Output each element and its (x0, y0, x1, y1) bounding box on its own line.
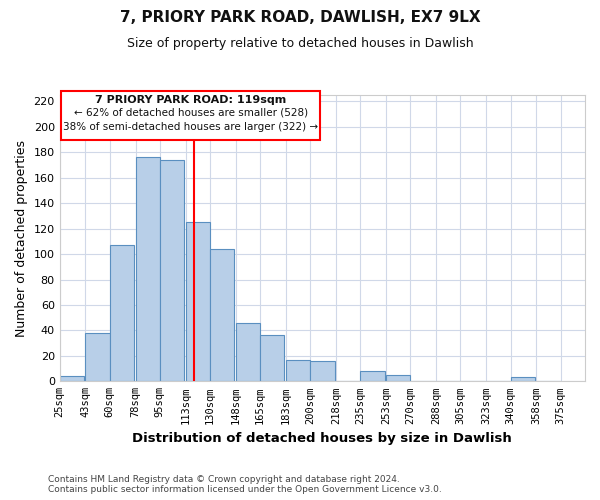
Bar (360, 371, 385, 382)
Bar (210, 249, 235, 382)
Bar (110, 245, 134, 382)
Text: Contains public sector information licensed under the Open Government Licence v3: Contains public sector information licen… (48, 485, 442, 494)
Bar (286, 360, 310, 382)
X-axis label: Distribution of detached houses by size in Dawlish: Distribution of detached houses by size … (133, 432, 512, 445)
Text: Contains HM Land Registry data © Crown copyright and database right 2024.: Contains HM Land Registry data © Crown c… (48, 475, 400, 484)
Bar (386, 375, 410, 382)
Bar (260, 336, 284, 382)
Bar (59, 376, 84, 382)
Bar (310, 361, 335, 382)
Text: ← 62% of detached houses are smaller (528): ← 62% of detached houses are smaller (52… (74, 108, 308, 118)
Y-axis label: Number of detached properties: Number of detached properties (15, 140, 28, 336)
Text: 7, PRIORY PARK ROAD, DAWLISH, EX7 9LX: 7, PRIORY PARK ROAD, DAWLISH, EX7 9LX (119, 10, 481, 25)
Bar (85, 333, 110, 382)
Text: 38% of semi-detached houses are larger (322) →: 38% of semi-detached houses are larger (… (63, 122, 318, 132)
Bar (236, 323, 260, 382)
Bar (185, 222, 210, 382)
Bar (511, 378, 535, 382)
Text: Size of property relative to detached houses in Dawlish: Size of property relative to detached ho… (127, 38, 473, 51)
Bar (160, 160, 184, 382)
Bar (136, 158, 160, 382)
Text: 7 PRIORY PARK ROAD: 119sqm: 7 PRIORY PARK ROAD: 119sqm (95, 95, 286, 105)
